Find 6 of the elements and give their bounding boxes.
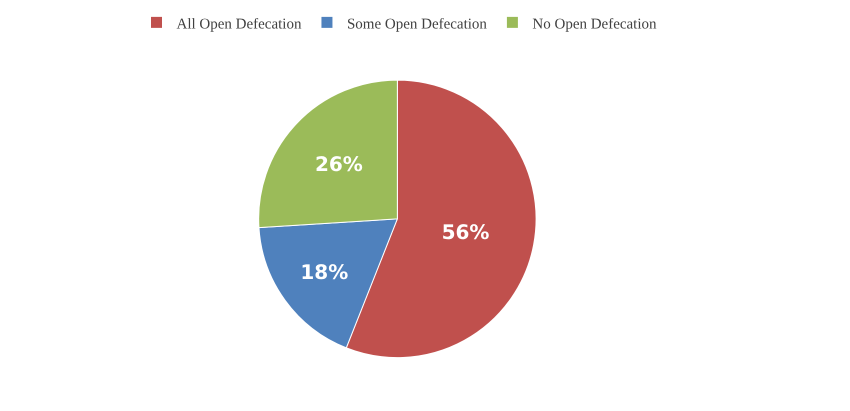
legend-label: All Open Defecation: [176, 16, 302, 32]
data-label: 18%: [300, 260, 348, 284]
legend-label: No Open Defecation: [532, 16, 658, 32]
legend-label: Some Open Defecation: [346, 16, 488, 32]
data-label: 26%: [314, 152, 363, 176]
data-label: 56%: [442, 220, 490, 244]
